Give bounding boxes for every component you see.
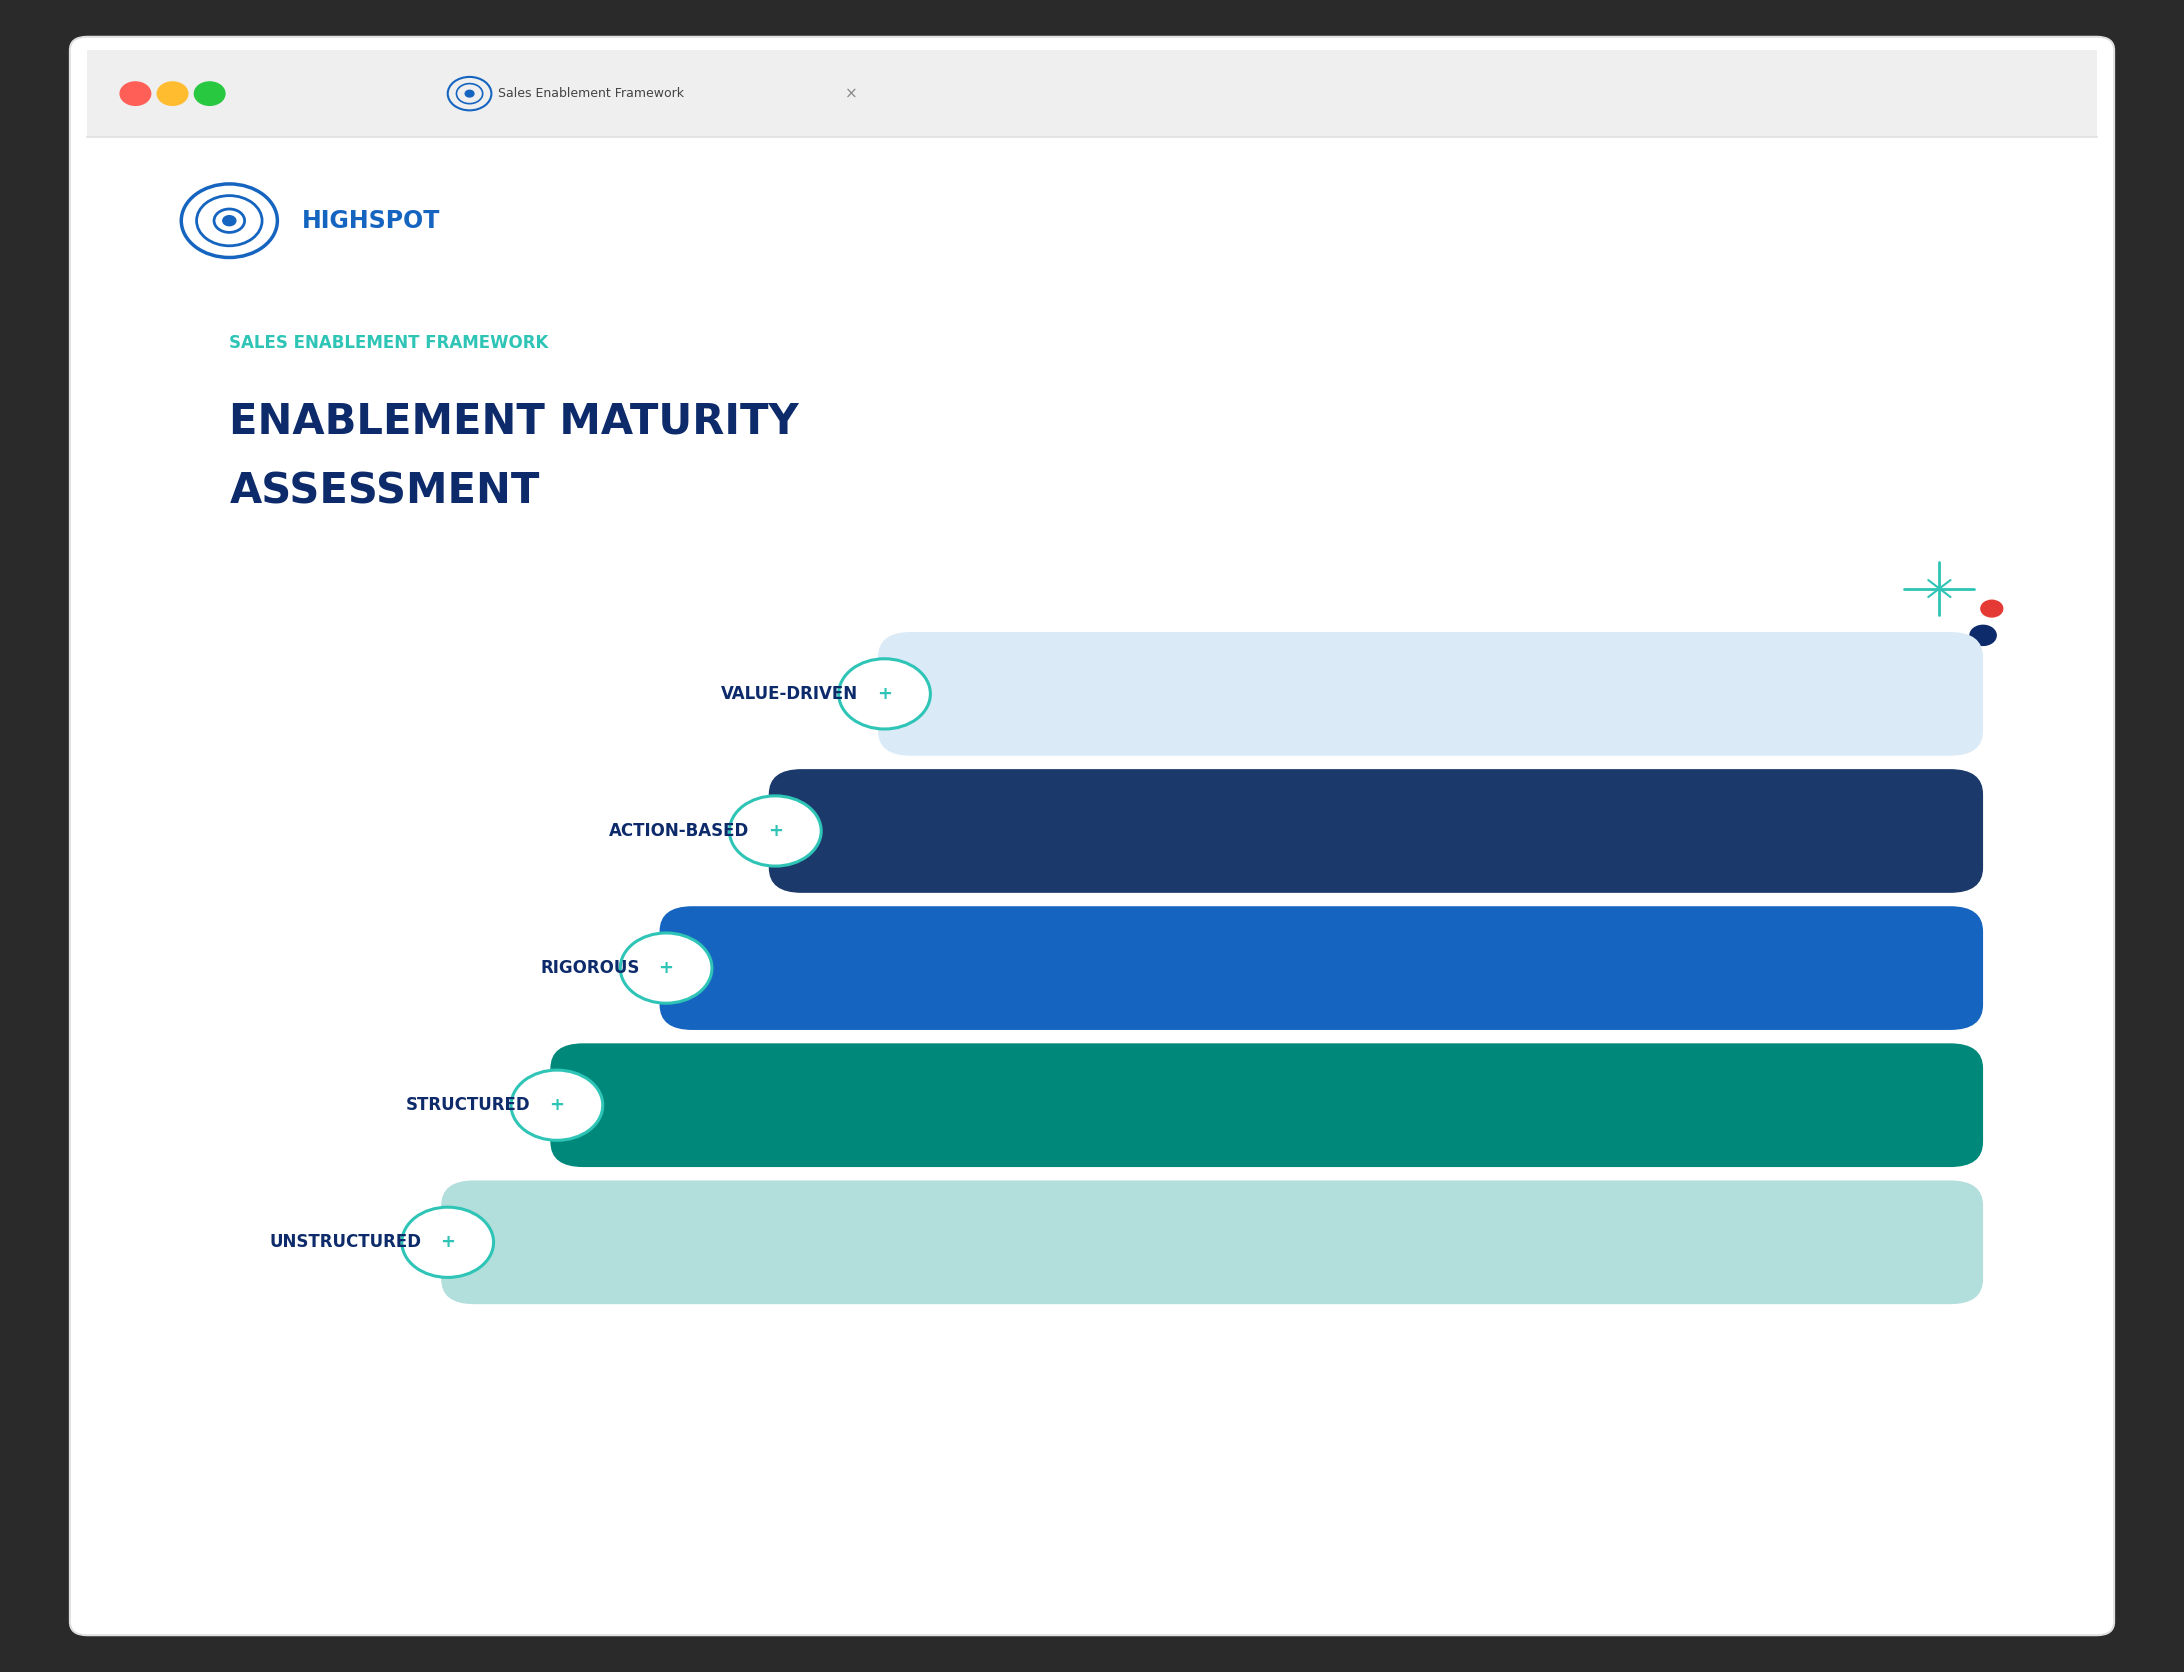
Text: ASSESSMENT: ASSESSMENT [229, 470, 539, 513]
FancyBboxPatch shape [550, 1043, 1983, 1167]
FancyBboxPatch shape [878, 632, 1983, 756]
Text: +: + [878, 686, 891, 702]
Circle shape [511, 1070, 603, 1140]
Text: ×: × [845, 87, 858, 100]
Circle shape [194, 82, 225, 105]
Text: RIGOROUS: RIGOROUS [539, 960, 640, 976]
Text: +: + [550, 1097, 563, 1114]
Text: STRUCTURED: STRUCTURED [406, 1097, 531, 1114]
Bar [87, 137, 2097, 1622]
Circle shape [839, 659, 930, 729]
Text: ENABLEMENT MATURITY: ENABLEMENT MATURITY [229, 400, 799, 443]
FancyBboxPatch shape [441, 1180, 1983, 1304]
Text: VALUE-DRIVEN: VALUE-DRIVEN [721, 686, 858, 702]
Circle shape [620, 933, 712, 1003]
Circle shape [120, 82, 151, 105]
Circle shape [223, 216, 236, 226]
Text: Sales Enablement Framework: Sales Enablement Framework [498, 87, 684, 100]
Text: UNSTRUCTURED: UNSTRUCTURED [269, 1234, 422, 1251]
Bar [87, 50, 2097, 137]
Text: +: + [441, 1234, 454, 1251]
Circle shape [402, 1207, 494, 1277]
FancyBboxPatch shape [660, 906, 1983, 1030]
Text: SALES ENABLEMENT FRAMEWORK: SALES ENABLEMENT FRAMEWORK [229, 334, 548, 351]
Circle shape [1981, 600, 2003, 617]
Text: +: + [660, 960, 673, 976]
FancyBboxPatch shape [70, 37, 2114, 1635]
Circle shape [729, 796, 821, 866]
Circle shape [465, 90, 474, 97]
Circle shape [1970, 625, 1996, 645]
Text: +: + [769, 823, 782, 839]
Text: HIGHSPOT: HIGHSPOT [301, 209, 439, 232]
Circle shape [157, 82, 188, 105]
Text: ACTION-BASED: ACTION-BASED [609, 823, 749, 839]
FancyBboxPatch shape [769, 769, 1983, 893]
